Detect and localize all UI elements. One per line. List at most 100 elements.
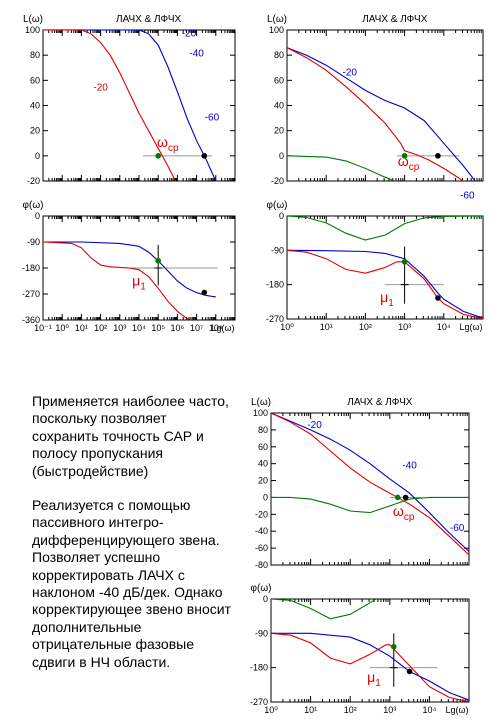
y-tick-label: -180	[266, 280, 284, 290]
chart-amp_top_right: 100 80 60 40 20 0 -20 ЛАЧХ & ЛФЧХ L(ω) -20 -60 ωcp	[267, 14, 484, 202]
point-marker-green	[390, 643, 397, 650]
symbol-label: μ1	[132, 272, 146, 292]
series-line-green	[271, 496, 469, 514]
point-marker-black	[435, 295, 441, 301]
y-tick-label: -90	[255, 628, 268, 638]
y-tick-label: -90	[271, 245, 284, 255]
y-tick-label: -270	[266, 314, 284, 324]
series-line-red	[43, 241, 193, 320]
chart-title: ЛАЧХ & ЛФЧХ	[347, 397, 413, 408]
slope-label: -60	[205, 113, 220, 124]
point-marker-green	[401, 258, 408, 265]
symbol-main: μ	[367, 669, 375, 685]
y-tick-label: -20	[27, 176, 40, 186]
chart-title: ЛАЧХ & ЛФЧХ	[116, 14, 182, 25]
y-tick-label: -20	[271, 176, 284, 186]
y-tick-label: -20	[255, 509, 268, 519]
x-axis-label: Lg(ω)	[211, 323, 234, 333]
symbol-label: μ1	[380, 289, 394, 309]
symbol-subscript: cp	[404, 512, 415, 523]
symbol-main: μ	[380, 289, 388, 305]
description-text: Применяется наиболее часто, поскольку по…	[32, 393, 237, 688]
series-line-blue	[271, 413, 469, 552]
y-tick-label: -40	[255, 526, 268, 536]
plot-frame	[42, 29, 236, 182]
description-paragraph-2: Реализуется с помощью пассивного интегро…	[32, 497, 231, 670]
plot-frame	[286, 215, 484, 320]
symbol-subscript: 1	[375, 678, 381, 689]
y-axis-label: φ(ω)	[251, 583, 272, 594]
series-line-blue	[287, 47, 476, 181]
plot-frame	[270, 412, 470, 566]
y-tick-label: 60	[30, 75, 40, 85]
series-line-red	[271, 413, 469, 556]
slope-label: -40	[402, 461, 417, 472]
slope-label: -60	[450, 523, 465, 534]
point-marker-black	[201, 289, 208, 296]
x-tick-label: 10²	[344, 705, 357, 715]
y-tick-label: -180	[250, 663, 268, 673]
x-tick-label: 10⁴	[422, 705, 436, 715]
point-marker-black	[402, 494, 409, 501]
y-tick-label: 20	[258, 476, 268, 486]
y-tick-label: 100	[253, 408, 268, 418]
y-axis-label: L(ω)	[23, 14, 43, 25]
x-tick-label: 10²	[94, 323, 107, 333]
slope-label: -60	[460, 191, 475, 202]
y-tick-label: 80	[258, 425, 268, 435]
symbol-subscript: cp	[409, 162, 420, 173]
slope-label: -20	[182, 28, 197, 39]
y-tick-label: -270	[250, 697, 268, 707]
x-tick-label: 10¹	[75, 323, 88, 333]
series-line-green	[287, 216, 483, 241]
plot-frame	[286, 29, 484, 182]
chart-title: ЛАЧХ & ЛФЧХ	[362, 14, 428, 25]
series-line-red	[287, 249, 483, 319]
series-line-red	[287, 47, 465, 181]
point-marker-green	[155, 257, 161, 264]
symbol-label: ωcp	[398, 153, 420, 173]
x-tick-label: 10⁰	[280, 322, 294, 332]
y-tick-label: 0	[279, 151, 284, 161]
y-tick-label: -270	[22, 289, 40, 299]
x-tick-label: 10⁴	[437, 322, 451, 332]
symbol-main: ω	[398, 153, 409, 169]
y-tick-label: -60	[255, 543, 268, 553]
x-tick-label: 10⁰	[264, 705, 278, 715]
symbol-subscript: 1	[140, 281, 146, 292]
y-axis-label: L(ω)	[251, 397, 271, 408]
slope-label: -20	[93, 82, 108, 93]
symbol-main: μ	[132, 272, 140, 288]
slope-label: -40	[189, 48, 204, 59]
point-marker-green	[401, 153, 408, 159]
x-tick-label: 10⁴	[132, 323, 146, 333]
y-tick-label: 80	[30, 50, 40, 60]
series-line-green	[287, 155, 397, 181]
y-axis-label: L(ω)	[267, 14, 287, 25]
x-tick-label: 10¹	[304, 705, 317, 715]
series-line-blue	[43, 241, 216, 298]
series-line-red	[271, 632, 469, 702]
y-tick-label: 20	[274, 126, 284, 136]
description-paragraph-1: Применяется наиболее часто, поскольку по…	[32, 393, 229, 479]
y-tick-label: -180	[22, 263, 40, 273]
x-axis-label: Lg(ω)	[445, 705, 468, 715]
x-tick-label: 10²	[359, 322, 372, 332]
x-tick-label: 10³	[113, 323, 126, 333]
point-marker-black	[435, 153, 441, 159]
point-marker-green	[394, 494, 401, 501]
y-tick-label: 40	[258, 459, 268, 469]
point-marker-green	[155, 153, 161, 159]
y-tick-label: 0	[263, 492, 268, 502]
x-tick-label: 10³	[383, 705, 396, 715]
y-tick-label: 0	[35, 151, 40, 161]
y-axis-label: φ(ω)	[267, 200, 288, 211]
y-tick-label: 100	[25, 25, 40, 35]
symbol-label: μ1	[367, 669, 381, 689]
point-marker-black	[406, 668, 413, 675]
series-line-green	[271, 599, 469, 620]
